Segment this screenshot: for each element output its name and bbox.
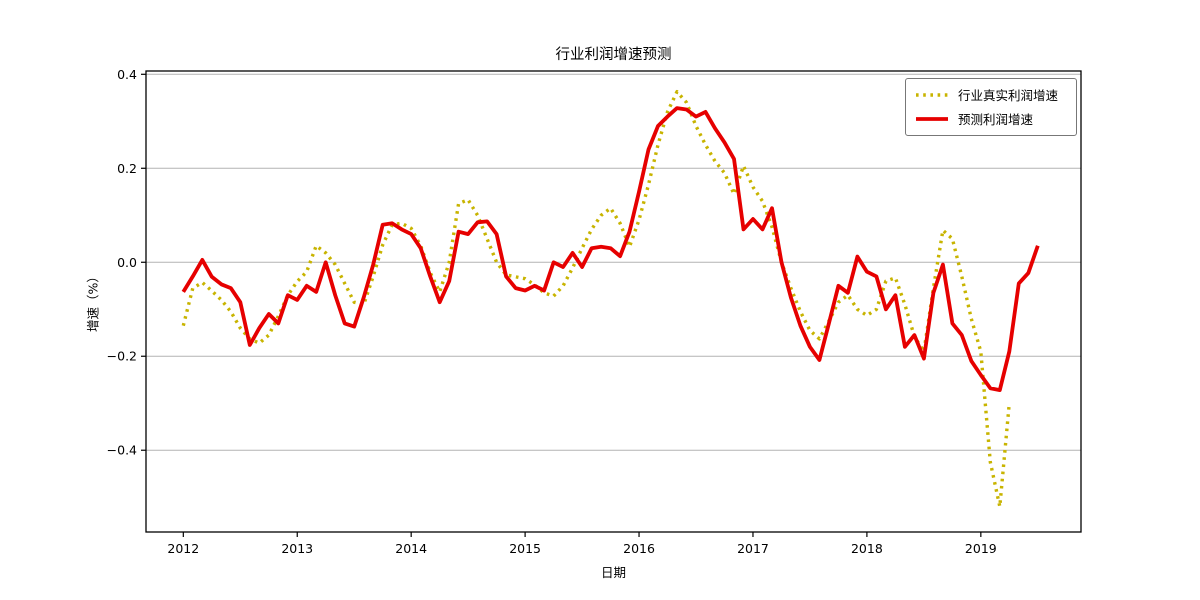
y-tick-label-0.0: 0.0 <box>117 255 137 270</box>
legend-label-actual: 行业真实利润增速 <box>958 88 1059 103</box>
series-line-forecast <box>181 106 1040 392</box>
legend: 行业真实利润增速 预测利润增速 <box>905 78 1077 136</box>
y-axis-label: 增速（%） <box>85 270 101 332</box>
y-tick-label-0.4: 0.4 <box>117 67 137 82</box>
x-tick-label-2019: 2019 <box>965 541 997 556</box>
x-tick-label-2017: 2017 <box>737 541 769 556</box>
chart-title: 行业利润增速预测 <box>555 47 672 63</box>
x-tick-label-2014: 2014 <box>395 541 427 556</box>
y-tick-label-−0.2: −0.2 <box>107 349 137 364</box>
y-tick-label-0.2: 0.2 <box>117 161 137 176</box>
legend-label-forecast: 预测利润增速 <box>958 112 1034 127</box>
x-axis-label: 日期 <box>600 565 626 580</box>
legend-swatch-forecast-solid-line-icon <box>916 116 948 121</box>
x-tick-label-2018: 2018 <box>851 541 883 556</box>
x-tick-label-2013: 2013 <box>281 541 313 556</box>
legend-item-actual: 行业真实利润增速 <box>914 85 1068 104</box>
x-tick-label-2016: 2016 <box>623 541 655 556</box>
legend-item-forecast: 预测利润增速 <box>914 109 1068 128</box>
legend-swatch-actual-dotted-line-icon <box>916 92 948 97</box>
axes-spines <box>145 70 1082 533</box>
y-tick-label-−0.4: −0.4 <box>107 443 137 458</box>
x-tick-label-2015: 2015 <box>509 541 541 556</box>
x-tick-label-2012: 2012 <box>167 541 199 556</box>
series-line-actual <box>181 90 1011 509</box>
